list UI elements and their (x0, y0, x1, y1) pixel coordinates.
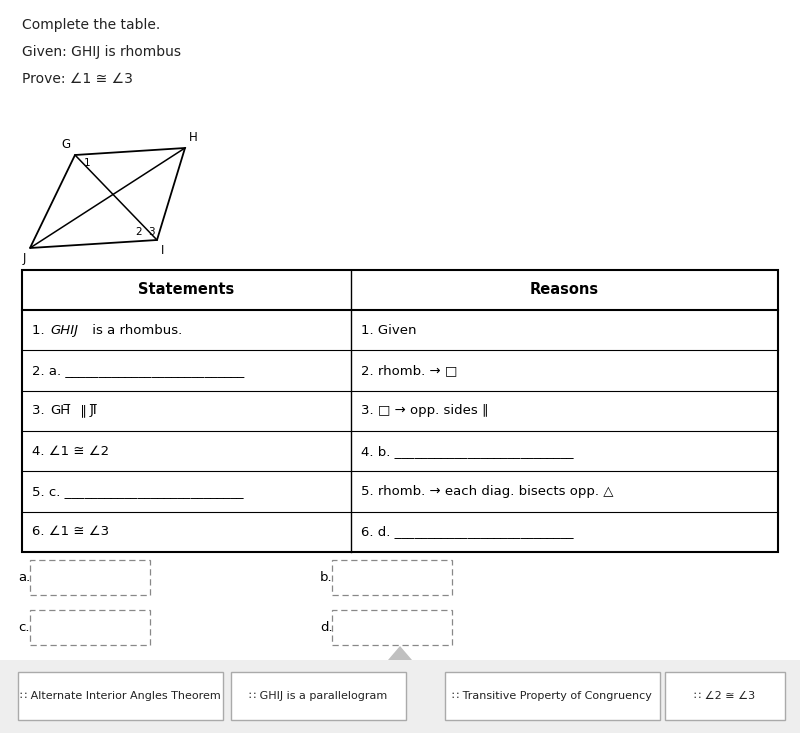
Text: ∥: ∥ (76, 405, 91, 417)
Text: 4. ∠1 ≅ ∠2: 4. ∠1 ≅ ∠2 (32, 445, 109, 457)
Bar (30, 610, 150, 645)
Text: 1. Given: 1. Given (361, 324, 416, 336)
Text: 6. d. ___________________________: 6. d. ___________________________ (361, 526, 574, 538)
Text: 6. ∠1 ≅ ∠3: 6. ∠1 ≅ ∠3 (32, 526, 109, 538)
Text: ∷ GHIJ is a parallelogram: ∷ GHIJ is a parallelogram (249, 691, 387, 701)
Bar (18, 672, 222, 720)
Text: Complete the table.: Complete the table. (22, 18, 160, 32)
Text: 5. c. ___________________________: 5. c. ___________________________ (32, 485, 243, 498)
Text: Given: GHIJ is rhombus: Given: GHIJ is rhombus (22, 45, 181, 59)
Text: I: I (161, 244, 164, 257)
Text: Prove: ∠1 ≅ ∠3: Prove: ∠1 ≅ ∠3 (22, 72, 133, 86)
Text: 5. rhomb. → each diag. bisects opp. △: 5. rhomb. → each diag. bisects opp. △ (361, 485, 614, 498)
Bar (445, 672, 659, 720)
Text: Statements: Statements (138, 282, 234, 298)
Text: 3.: 3. (32, 405, 49, 417)
Bar (332, 610, 452, 645)
Text: ∷ Alternate Interior Angles Theorem: ∷ Alternate Interior Angles Theorem (20, 691, 220, 701)
Bar (22, 270, 778, 552)
Bar (665, 672, 785, 720)
Bar (0, 660, 800, 733)
Polygon shape (388, 646, 412, 660)
Text: a.: a. (18, 571, 30, 584)
Bar (332, 560, 452, 595)
Text: 1: 1 (84, 158, 90, 168)
Bar (230, 672, 406, 720)
Text: c.: c. (18, 621, 30, 634)
Text: 2. a. ___________________________: 2. a. ___________________________ (32, 364, 244, 377)
Text: d.: d. (320, 621, 333, 634)
Text: 1.: 1. (32, 324, 49, 336)
Text: J: J (22, 252, 26, 265)
Text: H: H (189, 131, 198, 144)
Text: G: G (62, 138, 71, 151)
Text: 2. rhomb. → □: 2. rhomb. → □ (361, 364, 458, 377)
Text: 3. □ → opp. sides ∥: 3. □ → opp. sides ∥ (361, 405, 489, 417)
Text: Reasons: Reasons (530, 282, 599, 298)
Text: 2: 2 (136, 227, 142, 237)
Text: b.: b. (320, 571, 333, 584)
Text: ∷ Transitive Property of Congruency: ∷ Transitive Property of Congruency (452, 691, 652, 701)
Text: is a rhombus.: is a rhombus. (88, 324, 182, 336)
Text: GHIJ: GHIJ (50, 324, 78, 336)
Text: GH̅: GH̅ (50, 405, 70, 417)
Text: ∷ ∠2 ≅ ∠3: ∷ ∠2 ≅ ∠3 (694, 691, 755, 701)
Bar (30, 560, 150, 595)
Text: 4. b. ___________________________: 4. b. ___________________________ (361, 445, 574, 457)
Text: JI̅: JI̅ (90, 405, 98, 417)
Text: 3: 3 (148, 227, 154, 237)
